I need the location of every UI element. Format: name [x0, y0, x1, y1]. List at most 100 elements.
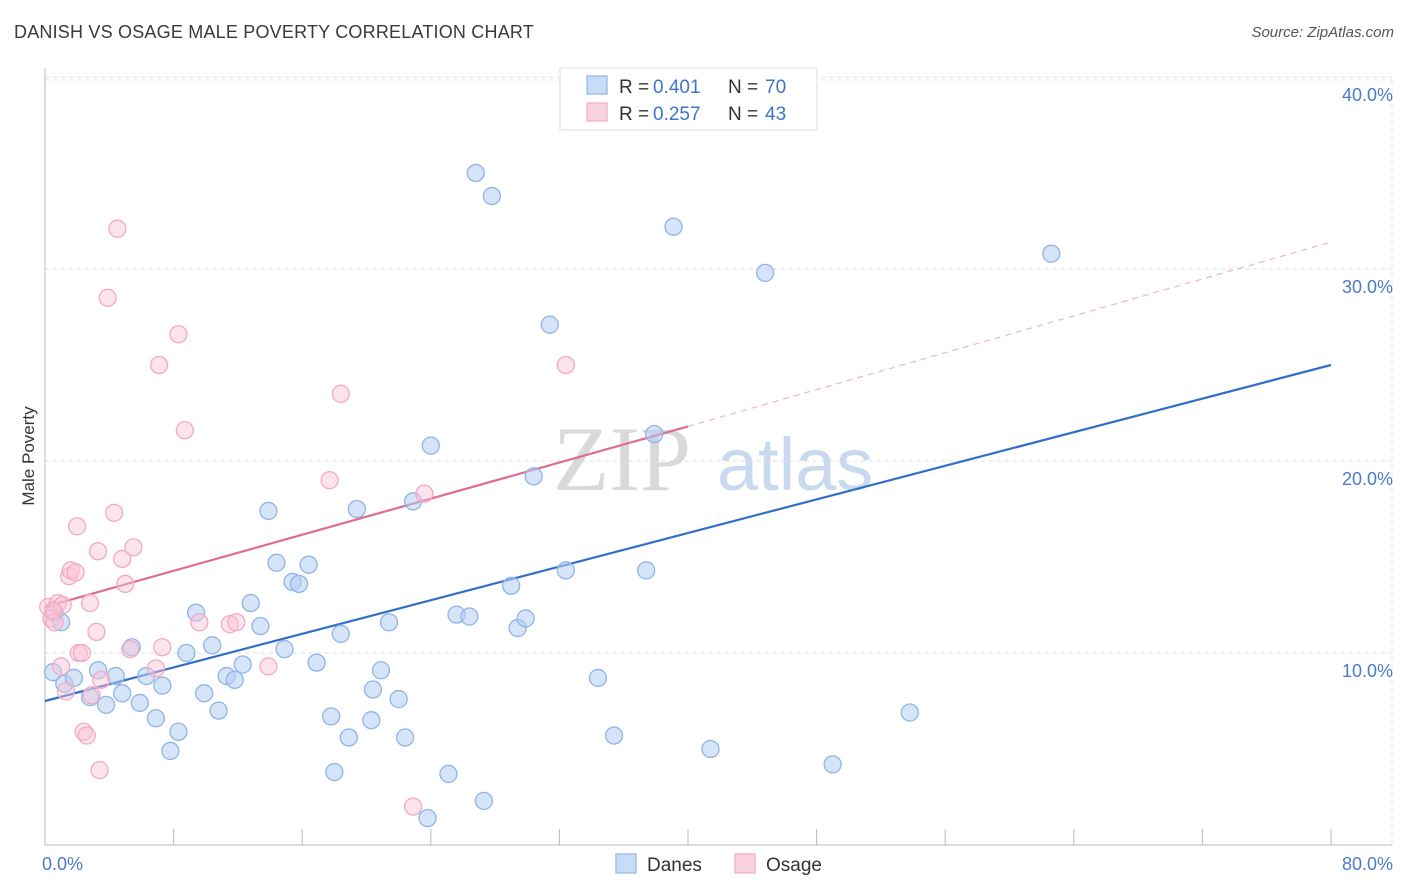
point-danes-41 — [389, 689, 408, 709]
trend-line-osage-extension — [687, 241, 1332, 428]
point-danes-23 — [241, 593, 260, 613]
point-osage-23 — [116, 574, 135, 594]
point-osage-18 — [90, 760, 109, 780]
point-danes-39 — [371, 661, 391, 680]
point-osage-36 — [320, 471, 339, 490]
point-danes-27 — [275, 640, 294, 659]
point-osage-24 — [121, 640, 140, 659]
point-danes-53 — [516, 609, 535, 628]
point-danes-37 — [362, 711, 381, 730]
y-tick-label-10: 10.0% — [1342, 661, 1393, 681]
point-danes-9 — [130, 693, 149, 713]
point-danes-29 — [289, 574, 309, 594]
point-danes-22 — [233, 655, 252, 674]
point-danes-64 — [823, 755, 842, 774]
series-swatch-osage — [734, 853, 756, 874]
legend-osage-r-value: 0.257 — [653, 104, 701, 125]
point-osage-4 — [53, 595, 72, 615]
point-osage-9 — [68, 517, 87, 536]
point-osage-35 — [259, 657, 278, 676]
y-tick-label-20: 20.0% — [1342, 469, 1393, 489]
x-tick-labels: 0.0% 80.0% — [42, 854, 1393, 874]
point-danes-16 — [186, 603, 206, 622]
point-danes-19 — [209, 701, 228, 720]
point-danes-59 — [637, 561, 656, 580]
point-danes-62 — [701, 739, 720, 759]
point-danes-48 — [466, 163, 485, 183]
point-osage-2 — [45, 613, 64, 632]
legend-osage-r-label: R = — [619, 104, 649, 125]
point-danes-6 — [106, 666, 125, 686]
point-osage-22 — [113, 549, 132, 569]
point-danes-34 — [331, 624, 350, 643]
point-osage-8 — [66, 563, 85, 582]
point-danes-35 — [339, 728, 358, 747]
point-danes-57 — [588, 668, 608, 688]
point-danes-15 — [177, 643, 196, 663]
point-danes-24 — [251, 616, 270, 636]
legend-swatch-danes — [586, 75, 608, 95]
point-osage-37 — [331, 384, 350, 403]
point-danes-33 — [325, 762, 344, 782]
point-osage-27 — [146, 659, 166, 678]
y-tick-label-30: 30.0% — [1342, 277, 1393, 297]
x-tick-label-max: 80.0% — [1342, 854, 1393, 874]
point-osage-39 — [415, 484, 434, 503]
point-osage-31 — [175, 421, 195, 440]
point-danes-18 — [203, 636, 222, 655]
watermark-atlas: atlas — [717, 423, 873, 506]
point-osage-26 — [98, 288, 117, 307]
point-danes-25 — [259, 501, 278, 521]
legend-danes-r-value: 0.401 — [653, 77, 701, 98]
point-danes-4 — [88, 661, 108, 680]
point-osage-20 — [104, 503, 124, 522]
point-danes-49 — [474, 791, 493, 810]
point-osage-34 — [227, 613, 246, 632]
point-danes-26 — [267, 553, 286, 572]
point-danes-67 — [418, 808, 437, 828]
point-danes-66 — [1042, 244, 1061, 263]
point-osage-19 — [92, 670, 111, 690]
point-danes-50 — [482, 186, 502, 206]
point-osage-41 — [51, 657, 71, 676]
chart-title: DANISH VS OSAGE MALE POVERTY CORRELATION… — [14, 22, 534, 42]
point-danes-7 — [113, 684, 132, 703]
x-tick-label-min: 0.0% — [42, 854, 83, 874]
point-osage-5 — [56, 682, 76, 701]
point-danes-36 — [347, 499, 367, 519]
point-osage-13 — [77, 726, 96, 745]
y-tick-labels: 10.0% 20.0% 30.0% 40.0% — [1342, 85, 1393, 681]
point-osage-15 — [82, 686, 101, 705]
series-label-osage: Osage — [766, 855, 822, 876]
legend-osage-n-value: 43 — [765, 104, 786, 125]
point-osage-25 — [124, 538, 143, 557]
point-danes-60 — [645, 424, 664, 444]
point-danes-10 — [137, 666, 156, 686]
point-danes-56 — [556, 561, 575, 580]
point-danes-32 — [321, 707, 341, 726]
point-danes-31 — [307, 653, 326, 672]
point-danes-45 — [439, 764, 458, 784]
legend-danes-n-label: N = — [728, 77, 758, 98]
series-label-danes: Danes — [647, 855, 702, 876]
point-osage-42 — [43, 601, 63, 620]
point-danes-65 — [900, 703, 919, 722]
data-points — [39, 163, 1061, 828]
point-danes-2 — [64, 668, 84, 688]
point-danes-17 — [194, 684, 214, 703]
point-danes-47 — [460, 607, 479, 626]
point-osage-33 — [220, 615, 240, 634]
point-danes-21 — [225, 670, 244, 690]
series-legend: Danes Osage — [615, 853, 822, 876]
trend-line-osage — [44, 425, 689, 608]
point-osage-29 — [153, 638, 172, 657]
point-osage-32 — [190, 613, 209, 632]
legend-danes-r-label: R = — [619, 77, 649, 98]
point-danes-14 — [169, 722, 188, 741]
point-danes-12 — [153, 676, 172, 695]
point-danes-44 — [421, 436, 440, 455]
point-danes-11 — [146, 709, 166, 728]
point-danes-42 — [395, 728, 415, 747]
legend-danes-n-value: 70 — [765, 77, 786, 98]
